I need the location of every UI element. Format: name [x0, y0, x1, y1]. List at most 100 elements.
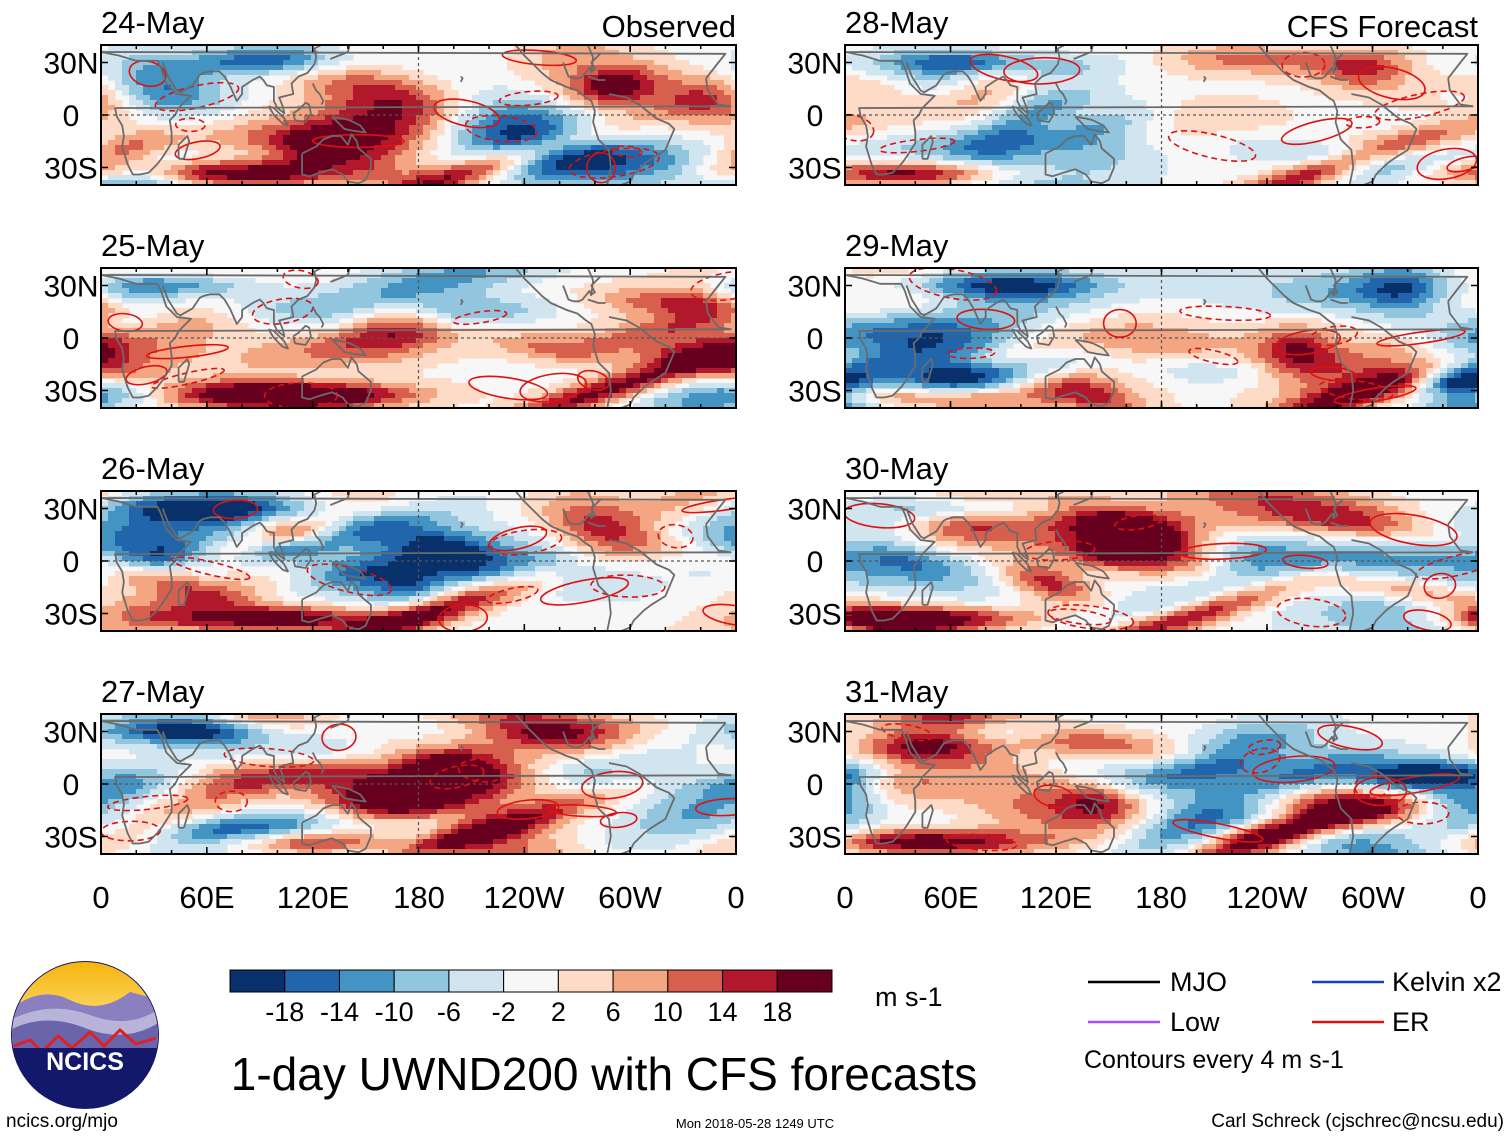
- footer-site: ncics.org/mjo: [6, 1111, 118, 1132]
- x-tick-label: 120E: [277, 880, 349, 915]
- er-contours: [845, 51, 1478, 181]
- coastlines: [845, 714, 1474, 854]
- legend: MJO Kelvin x2 Low ER Contours every 4 m …: [1084, 967, 1502, 1074]
- legend-item-er: ER: [1312, 1007, 1430, 1037]
- wind-field: [845, 491, 1478, 631]
- colorbar-tick-label: -18: [265, 997, 304, 1027]
- panel-ticks: [844, 268, 1479, 408]
- panel-ticks: [100, 45, 737, 185]
- colorbar-swatch: [557, 969, 614, 993]
- y-tick-label: 0: [63, 100, 80, 133]
- y-tick-label: 30S: [44, 599, 97, 632]
- panel-ticks: [844, 45, 1479, 185]
- y-tick-label: 30S: [44, 822, 97, 855]
- legend-label: Kelvin x2: [1392, 967, 1502, 997]
- legend-label: Low: [1170, 1007, 1220, 1037]
- legend-label: ER: [1392, 1007, 1430, 1037]
- colorbar-swatch: [612, 969, 669, 993]
- panel-observed-1: 30N 0 30S 24-May: [43, 5, 737, 186]
- panel-observed-3: 30N 0 30S 26-May: [43, 451, 737, 632]
- panel-ticks: [844, 491, 1479, 631]
- colorbar-swatch: [393, 969, 450, 993]
- panel-date: 31-May: [845, 674, 949, 709]
- colorbar-swatch: [338, 969, 395, 993]
- panels-container: 30N030S24-May30N030S25-May30N030S26-May3…: [43, 5, 1479, 855]
- legend-item-low: Low: [1088, 1007, 1220, 1037]
- colorbar-unit: m s-1: [875, 982, 943, 1012]
- colorbar-swatch: [503, 969, 559, 993]
- y-tick-label: 30N: [43, 717, 98, 750]
- y-tick-label: 30S: [788, 822, 841, 855]
- x-tick-label: 60E: [179, 880, 234, 915]
- x-tick-label: 0: [727, 880, 744, 915]
- y-tick-label: 30S: [44, 376, 97, 409]
- y-tick-label: 30N: [787, 494, 842, 527]
- coastlines: [845, 45, 1474, 185]
- panel-date: 28-May: [845, 5, 949, 40]
- x-tick-label: 180: [1135, 880, 1187, 915]
- x-tick-label: 120W: [484, 880, 566, 915]
- x-tick-label: 120E: [1020, 880, 1092, 915]
- contour-interval-note: Contours every 4 m s-1: [1084, 1046, 1344, 1074]
- footer-timestamp: Mon 2018-05-28 1249 UTC: [676, 1116, 834, 1131]
- legend-label: MJO: [1170, 967, 1227, 997]
- coastlines: [101, 714, 732, 854]
- x-tick-label: 0: [92, 880, 109, 915]
- y-tick-label: 0: [63, 546, 80, 579]
- colorbar-swatch: [284, 969, 340, 993]
- panel-date: 30-May: [845, 451, 949, 486]
- y-tick-label: 0: [807, 769, 824, 802]
- er-contours: [845, 502, 1478, 631]
- panel-forecast-4: 30N 0 30S 31-May: [787, 674, 1479, 855]
- legend-item-mjo: MJO: [1088, 967, 1227, 997]
- y-tick-label: 0: [807, 323, 824, 356]
- y-tick-label: 30S: [788, 599, 841, 632]
- y-tick-label: 0: [807, 100, 824, 133]
- x-tick-label: 0: [1469, 880, 1486, 915]
- wind-field: [845, 714, 1478, 854]
- y-tick-label: 0: [63, 323, 80, 356]
- x-tick-label: 60W: [1341, 880, 1405, 915]
- y-tick-label: 30N: [787, 48, 842, 81]
- x-axis-right: 0 60E 120E 180 120W 60W 0: [836, 880, 1486, 915]
- colorbar-swatch: [722, 969, 778, 993]
- colorbar-swatch: [776, 969, 833, 993]
- x-tick-label: 60E: [923, 880, 978, 915]
- coastlines: [845, 491, 1474, 631]
- panel-date: 25-May: [101, 228, 205, 263]
- y-tick-label: 0: [63, 769, 80, 802]
- colorbar-tick-label: 14: [708, 997, 738, 1027]
- colorbar-tick-label: -6: [437, 997, 461, 1027]
- coastlines: [101, 268, 732, 408]
- wind-field: [101, 714, 736, 854]
- colorbar-swatch: [448, 969, 505, 993]
- colorbar-tick-label: 6: [606, 997, 621, 1027]
- panel-ticks: [100, 268, 737, 408]
- panel-forecast-3: 30N 0 30S 30-May: [787, 451, 1479, 632]
- er-contours: [128, 49, 660, 184]
- y-tick-label: 30S: [788, 376, 841, 409]
- colorbar: [229, 969, 833, 993]
- x-tick-label: 0: [836, 880, 853, 915]
- legend-item-kelvin: Kelvin x2: [1312, 967, 1502, 997]
- colorbar-tick-label: 2: [551, 997, 566, 1027]
- footer-author: Carl Schreck (cjschrec@ncsu.edu): [1211, 1111, 1504, 1132]
- panel-date: 27-May: [101, 674, 205, 709]
- colorbar-tick-label: -14: [320, 997, 359, 1027]
- colorbar-swatch: [229, 969, 286, 993]
- panel-forecast-2: 30N 0 30S 29-May: [787, 228, 1479, 409]
- panel-date: 26-May: [101, 451, 205, 486]
- x-tick-label: 120W: [1227, 880, 1309, 915]
- forecast-label: CFS Forecast: [1287, 9, 1479, 44]
- er-contours: [881, 723, 1461, 852]
- coastlines: [101, 491, 732, 631]
- x-tick-label: 60W: [598, 880, 662, 915]
- y-tick-label: 30N: [43, 271, 98, 304]
- y-tick-label: 30N: [787, 717, 842, 750]
- panel-observed-2: 30N 0 30S 25-May: [43, 228, 737, 409]
- panel-ticks: [844, 714, 1479, 854]
- colorbar-tick-label: -10: [375, 997, 414, 1027]
- colorbar-tick-label: 18: [762, 997, 792, 1027]
- colorbar-tick-label: 10: [653, 997, 683, 1027]
